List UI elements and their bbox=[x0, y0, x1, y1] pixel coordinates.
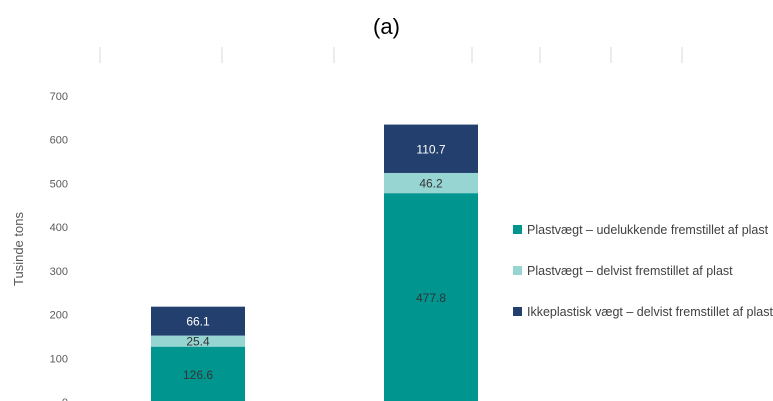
legend-item-plastvaegt-delvist: Plastvægt – delvist fremstillet af plast bbox=[513, 262, 773, 280]
data-label: 66.1 bbox=[186, 315, 210, 329]
y-axis-label: Tusinde tons bbox=[11, 212, 26, 286]
y-tick-label: 600 bbox=[50, 135, 68, 147]
legend-item-ikkeplastisk-vaegt: Ikkeplastisk vægt – delvist fremstillet … bbox=[513, 303, 773, 321]
data-label: 46.2 bbox=[419, 177, 443, 191]
data-label: 25.4 bbox=[186, 335, 210, 349]
y-tick-label: 0 bbox=[62, 397, 68, 401]
data-label: 110.7 bbox=[416, 142, 445, 156]
legend-swatch bbox=[513, 307, 522, 316]
y-tick-label: 100 bbox=[50, 353, 68, 365]
y-tick-label: 400 bbox=[50, 222, 68, 234]
chart-title: (a) bbox=[373, 14, 400, 39]
y-tick-label: 300 bbox=[50, 266, 68, 278]
legend-label: Plastvægt – delvist fremstillet af plast bbox=[527, 264, 733, 278]
bar-segment bbox=[151, 346, 245, 401]
bar-segment bbox=[151, 335, 245, 347]
y-tick-label: 500 bbox=[50, 178, 68, 190]
y-tick-label: 200 bbox=[50, 310, 68, 322]
legend-label: Plastvægt – udelukkende fremstillet af p… bbox=[527, 223, 769, 237]
bar-segment bbox=[384, 124, 478, 173]
y-tick-label: 700 bbox=[50, 91, 68, 103]
legend-swatch bbox=[513, 266, 522, 275]
bar-segment bbox=[384, 172, 478, 194]
legend-item-plastvaegt-udelukkende: Plastvægt – udelukkende fremstillet af p… bbox=[513, 221, 773, 239]
bar-segment bbox=[384, 193, 478, 401]
bar-segment bbox=[151, 306, 245, 336]
legend-swatch bbox=[513, 225, 522, 234]
data-label: 126.6 bbox=[183, 368, 213, 382]
legend-label: Ikkeplastisk vægt – delvist fremstillet … bbox=[527, 305, 773, 319]
data-label: 477.8 bbox=[416, 291, 446, 305]
